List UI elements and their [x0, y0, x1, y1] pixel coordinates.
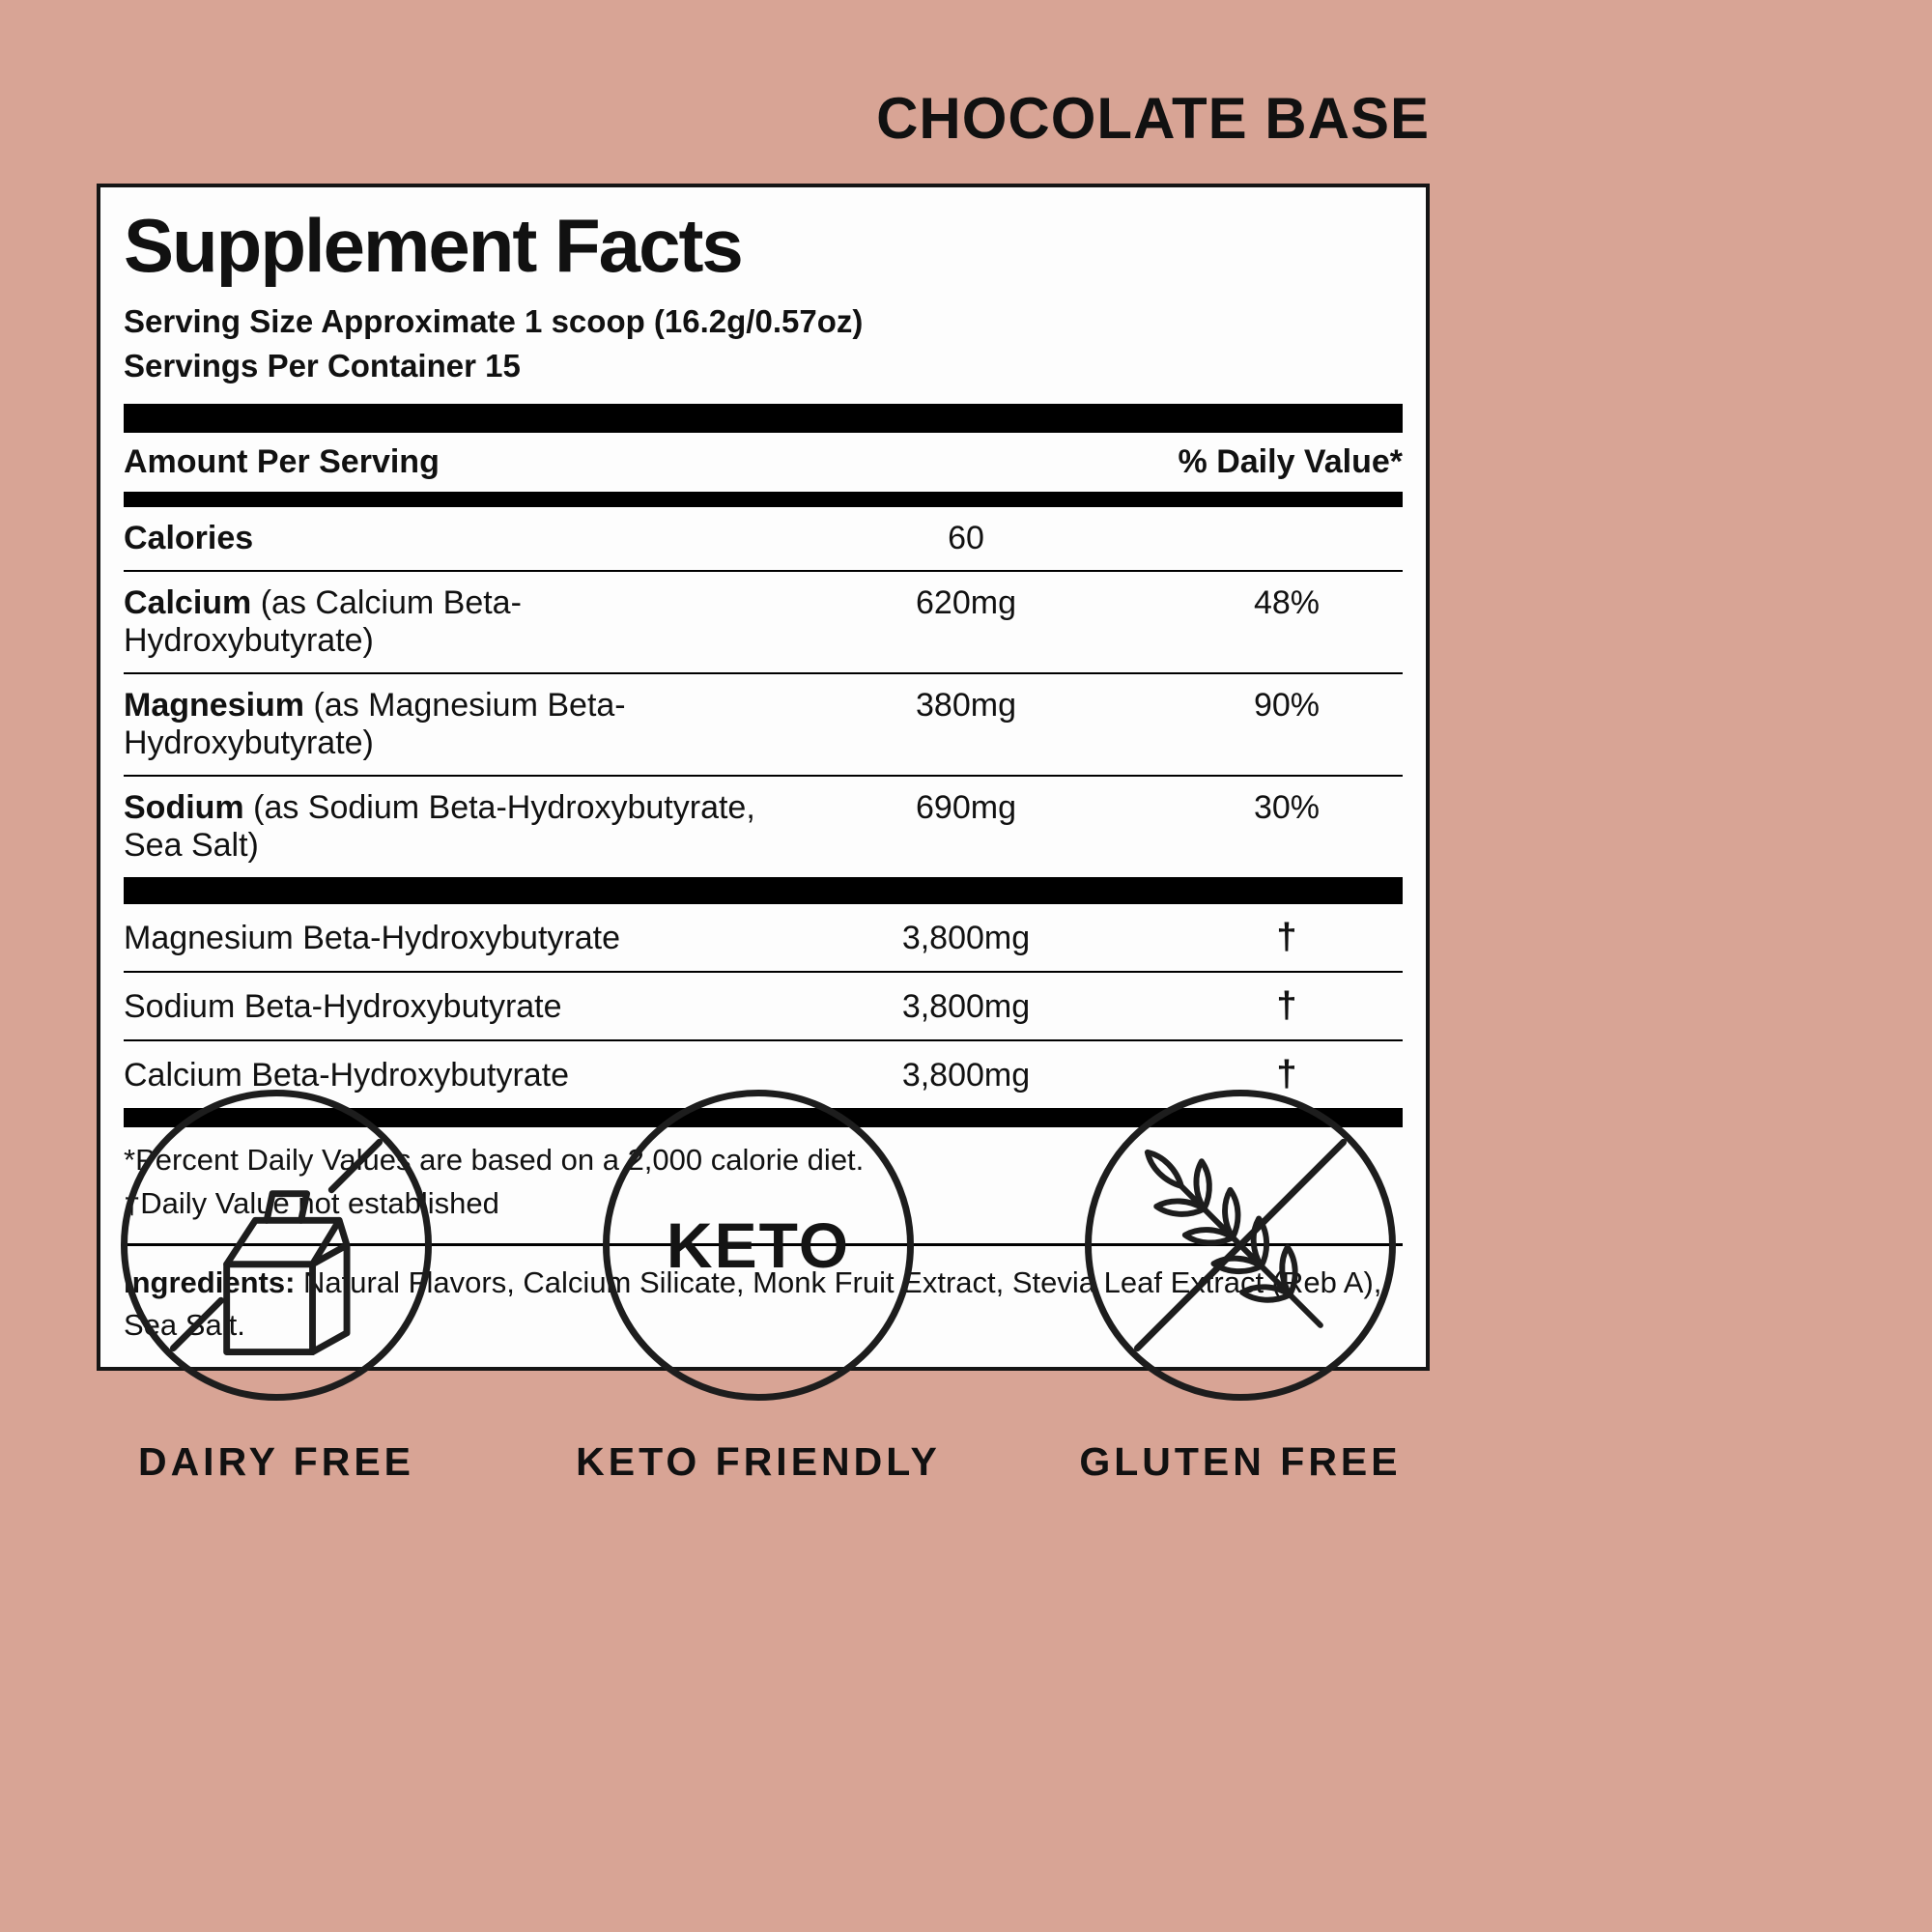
table-row: Calcium (as Calcium Beta-Hydroxybutyrate…: [124, 570, 1403, 672]
divider-bar-thick: [124, 404, 1403, 434]
nutrient-dv: †: [1276, 985, 1297, 1027]
nutrient-name: Calcium: [124, 584, 252, 622]
nutrient-amount: 690mg: [916, 789, 1016, 827]
table-row: Calcium Beta-Hydroxybutyrate 3,800mg †: [124, 1039, 1403, 1108]
badge-gluten-free: GLUTEN FREE: [1061, 1090, 1420, 1485]
divider-bar-thick: [124, 877, 1403, 905]
nutrient-name: Calcium Beta-Hydroxybutyrate: [124, 1057, 570, 1094]
nutrient-dv: 30%: [1253, 789, 1321, 827]
nutrient-amount: 3,800mg: [901, 988, 1031, 1026]
nutrient-amount: 620mg: [916, 584, 1016, 622]
nutrient-dv: †: [1276, 1054, 1297, 1095]
panel-title: Supplement Facts: [124, 203, 744, 288]
table-row: Magnesium (as Magnesium Beta-Hydroxybuty…: [124, 672, 1403, 775]
serving-size: Serving Size Approximate 1 scoop (16.2g/…: [124, 302, 864, 339]
table-row: Calories 60: [124, 507, 1403, 570]
amount-per-serving-header: Amount Per Serving: [124, 443, 440, 481]
gluten-free-circle: [1085, 1090, 1396, 1401]
nutrient-name: Sodium Beta-Hydroxybutyrate: [124, 988, 562, 1026]
nutrient-name: Magnesium Beta-Hydroxybutyrate: [124, 920, 621, 957]
badge-keto: KETO KETO FRIENDLY: [576, 1090, 941, 1485]
wheat-crossed-icon: [1133, 1138, 1348, 1352]
keto-text: KETO: [666, 1209, 851, 1281]
nutrient-name: Magnesium: [124, 687, 305, 724]
table-row: Magnesium Beta-Hydroxybutyrate 3,800mg †: [124, 904, 1403, 971]
badge-dairy-free: DAIRY FREE: [97, 1090, 456, 1485]
nutrient-dv: 90%: [1253, 687, 1321, 724]
badges-row: DAIRY FREE KETO KETO FRIENDLY: [97, 1090, 1420, 1485]
nutrient-amount: 380mg: [916, 687, 1016, 724]
dairy-free-circle: [121, 1090, 432, 1401]
table-row: Sodium (as Sodium Beta-Hydroxybutyrate, …: [124, 775, 1403, 877]
servings-per-container: Servings Per Container 15: [124, 348, 521, 384]
table-header-row: Amount Per Serving % Daily Value*: [124, 433, 1403, 492]
daily-value-header: % Daily Value*: [1178, 443, 1403, 481]
milk-carton-crossed-icon: [169, 1138, 384, 1356]
keto-circle: KETO: [603, 1090, 914, 1401]
table-row: Sodium Beta-Hydroxybutyrate 3,800mg †: [124, 971, 1403, 1039]
badge-label: KETO FRIENDLY: [576, 1439, 941, 1484]
nutrient-name: Sodium: [124, 789, 244, 827]
nutrient-detail: (as Magnesium Beta-Hydroxybutyrate): [124, 687, 626, 762]
nutrient-detail: (as Calcium Beta-Hydroxybutyrate): [124, 584, 522, 660]
badge-label: GLUTEN FREE: [1079, 1439, 1402, 1484]
nutrient-detail: (as Sodium Beta-Hydroxybutyrate, Sea Sal…: [124, 789, 755, 865]
nutrient-amount: 3,800mg: [901, 920, 1031, 957]
flavor-title: CHOCOLATE BASE: [876, 86, 1430, 151]
badge-label: DAIRY FREE: [137, 1439, 415, 1484]
nutrient-amount: 60: [948, 520, 984, 557]
nutrient-name: Calories: [124, 520, 254, 557]
nutrient-dv: †: [1276, 917, 1297, 958]
nutrient-amount: 3,800mg: [901, 1057, 1031, 1094]
divider-bar-medium: [124, 492, 1403, 508]
nutrient-dv: 48%: [1253, 584, 1321, 622]
